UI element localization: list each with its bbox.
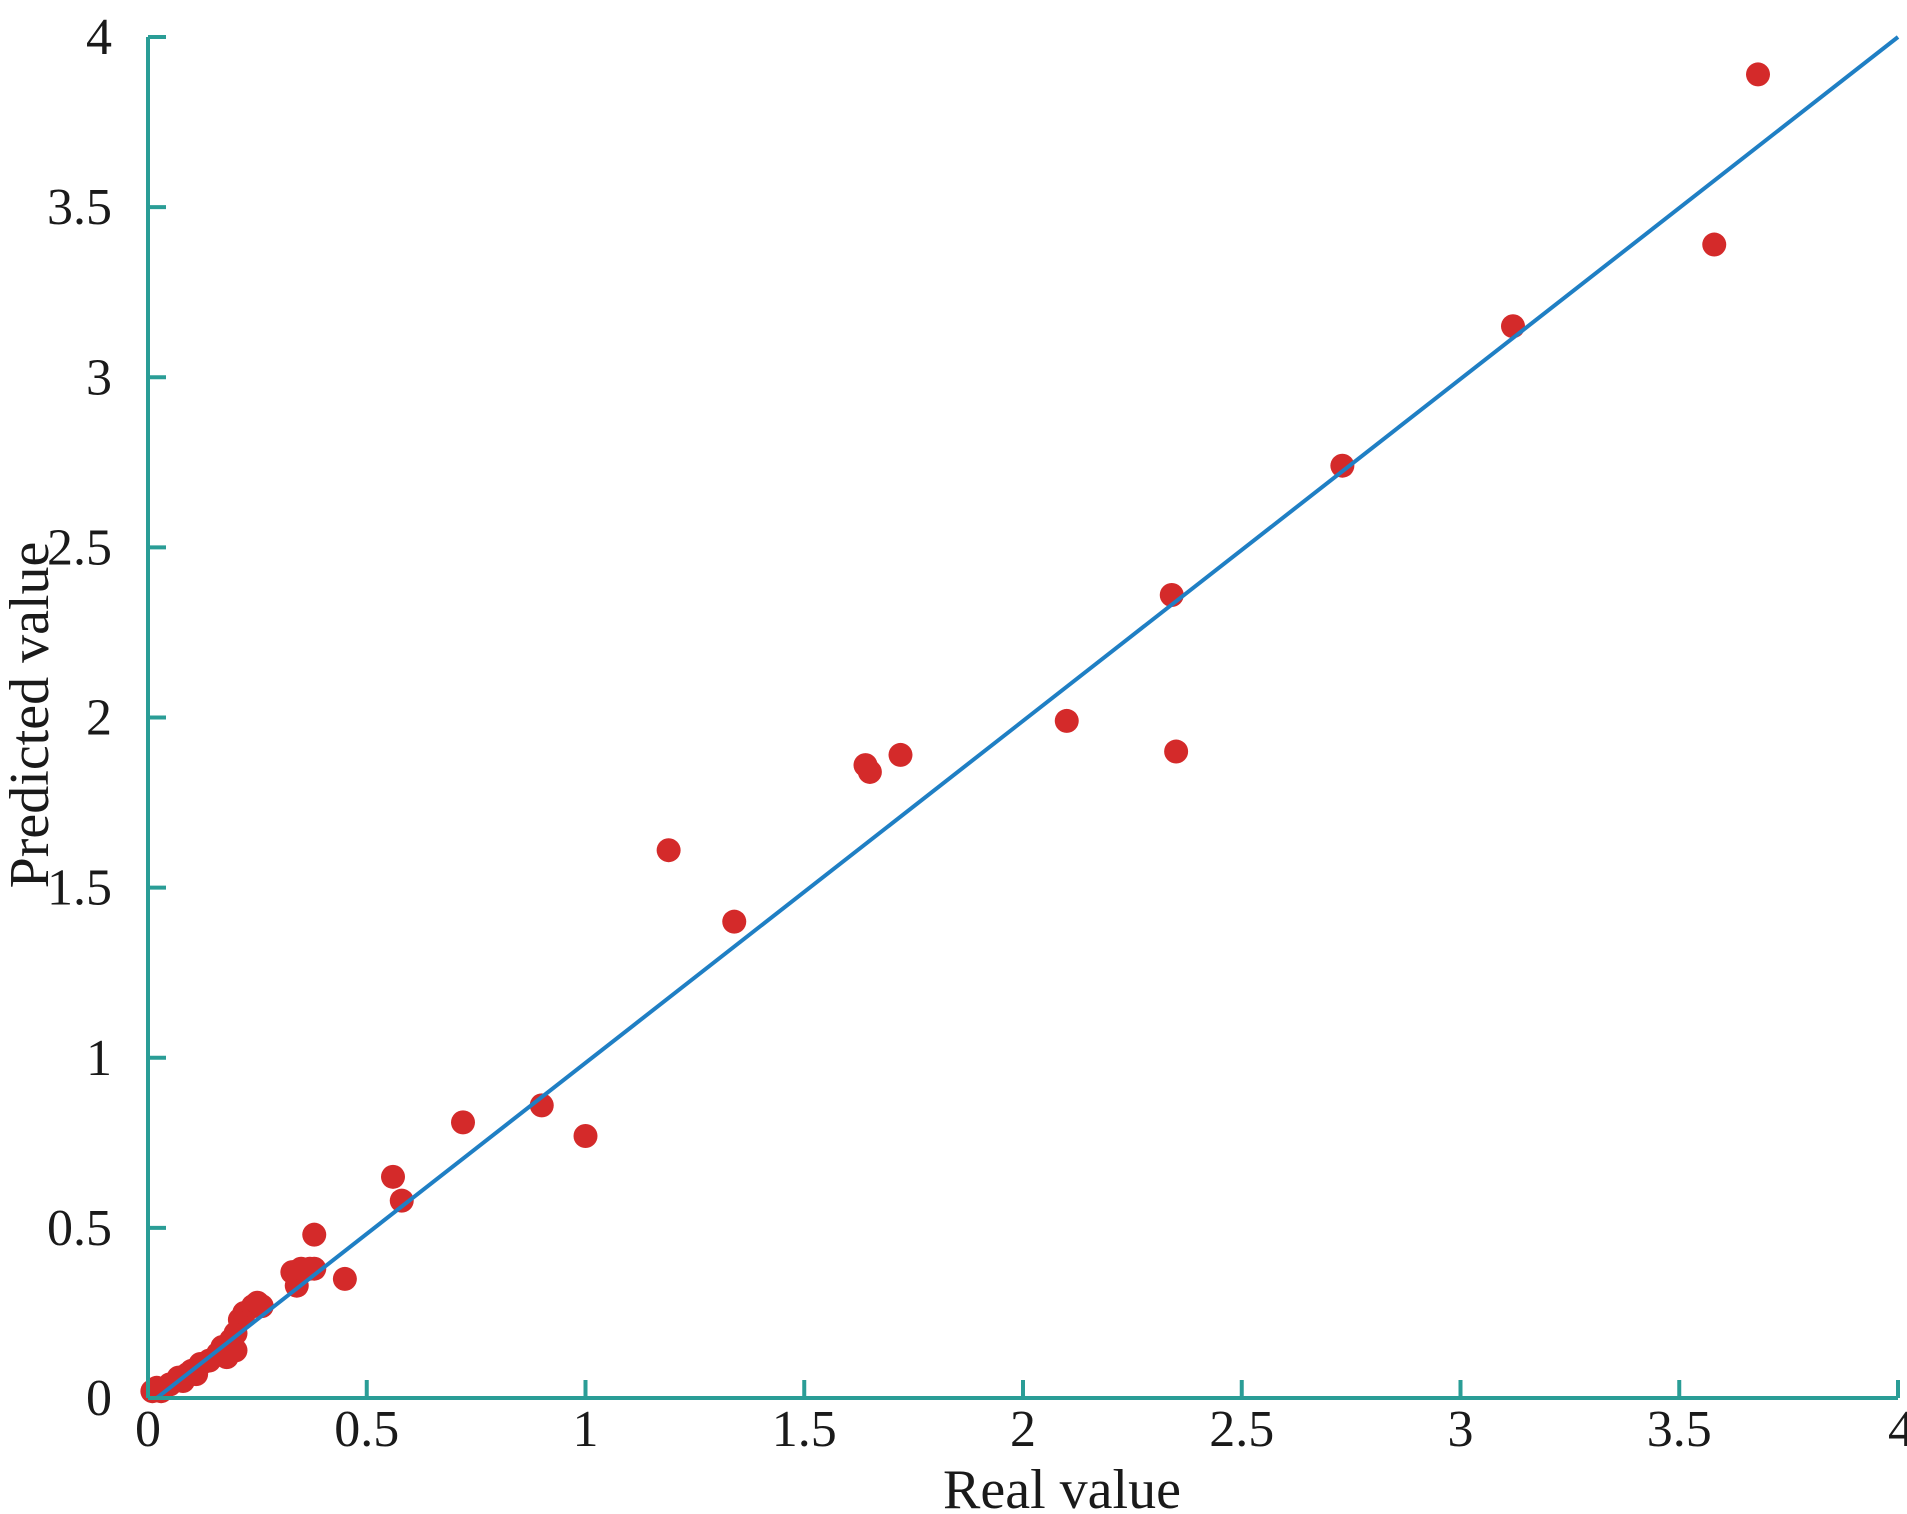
data-point-27: [302, 1222, 327, 1247]
x-tick-label-3: 1.5: [772, 1401, 837, 1458]
x-tick-label-1: 0.5: [334, 1401, 399, 1458]
data-point-37: [857, 759, 882, 784]
y-axis-title: Predicted value: [0, 542, 61, 889]
data-point-44: [1702, 232, 1727, 257]
data-point-29: [381, 1164, 405, 1189]
data-point-41: [1164, 739, 1189, 764]
y-tick-label-0: 0: [86, 1370, 112, 1427]
x-tick-label-7: 3.5: [1647, 1401, 1712, 1458]
y-tick-label-5: 2.5: [47, 519, 112, 576]
data-points: [140, 62, 1770, 1404]
data-point-43: [1501, 314, 1525, 339]
data-point-39: [1054, 708, 1079, 733]
x-tick-label-6: 3: [1448, 1401, 1474, 1458]
data-point-42: [1330, 453, 1355, 478]
y-tick-label-2: 1: [86, 1030, 112, 1087]
y-tick-label-4: 2: [86, 690, 112, 747]
x-axis-title: Real value: [943, 1459, 1181, 1514]
y-tick-label-7: 3.5: [47, 179, 112, 236]
data-point-26: [302, 1256, 327, 1281]
x-tick-label-8: 4: [1888, 1401, 1907, 1458]
x-tick-label-2: 1: [573, 1401, 599, 1458]
x-tick-label-5: 2.5: [1209, 1401, 1274, 1458]
reference-line: [155, 35, 1900, 1400]
tick-labels: 0 0.5 1 1.5 2 2.5 3 3.5 4 0 0.5 1 1.5 2 2.5 3 3.5 4: [47, 9, 1907, 1458]
reference-line-layer: [155, 35, 1900, 1400]
data-point-28: [332, 1266, 357, 1291]
x-tick-label-4: 2: [1010, 1401, 1036, 1458]
data-point-45: [1746, 62, 1770, 87]
y-tick-label-6: 3: [86, 349, 112, 406]
data-point-31: [451, 1110, 475, 1135]
data-point-30: [389, 1188, 414, 1213]
data-point-38: [888, 742, 913, 767]
axes: [146, 35, 1900, 1400]
data-point-33: [573, 1124, 598, 1149]
data-point-15: [223, 1338, 248, 1363]
data-point-34: [656, 838, 681, 863]
y-tick-label-8: 4: [86, 9, 112, 66]
y-tick-label-3: 1.5: [47, 860, 112, 917]
data-point-35: [722, 909, 747, 934]
y-tick-label-1: 0.5: [47, 1200, 112, 1257]
x-tick-label-0: 0: [135, 1401, 161, 1458]
